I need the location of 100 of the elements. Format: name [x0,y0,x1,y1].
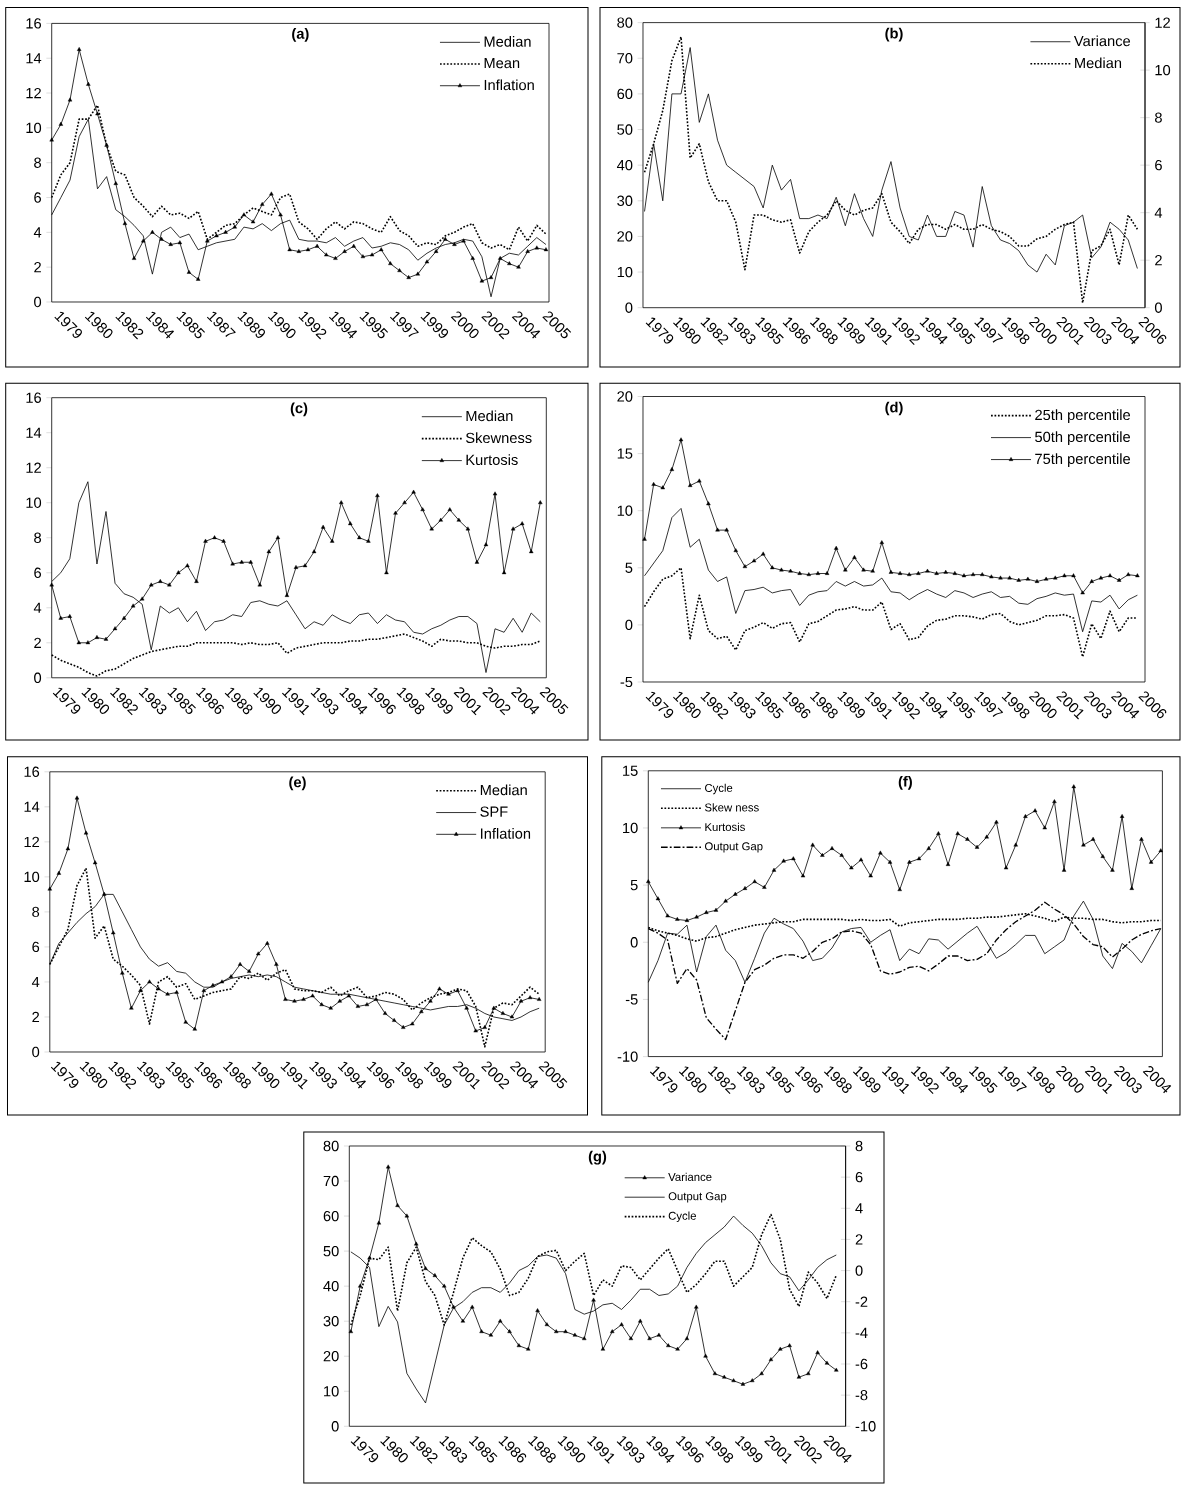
y2-tick-label: 2 [1155,255,1162,266]
legend-label: SPF [480,806,508,817]
y-tick-label: 4 [33,227,42,238]
y-tick-label: 10 [324,1386,339,1397]
y-tick-label: 20 [323,1351,339,1362]
y-tick-label: 6 [32,941,40,953]
y-tick-label: 30 [323,1316,339,1327]
y-tick-label: 80 [617,17,633,28]
y-tick-label: 10 [617,505,633,516]
chart-title: (c) [290,402,308,417]
y-tick-label: 10 [26,497,42,508]
y-tick-label: 16 [26,18,42,29]
legend-label: Skewness [465,432,532,444]
y2-tick-label: 6 [1155,159,1162,171]
y-tick-label: 8 [34,532,42,543]
y2-tick-label: -6 [855,1358,868,1370]
y-tick-label: 5 [625,562,633,573]
y-tick-label: 30 [617,195,633,206]
legend-label: Median [484,36,531,47]
y-tick-label: 5 [630,880,638,891]
y2-tick-label: -2 [855,1296,868,1307]
legend-label: Variance [1073,35,1131,47]
y-tick-label: 12 [26,87,41,99]
y-tick-label: 70 [323,1175,339,1187]
y-tick-label: 8 [32,906,40,918]
y-tick-label: 2 [32,1011,40,1023]
y-tick-label: 16 [26,392,42,403]
chart-title: (a) [292,28,309,42]
y-tick-label: 0 [331,1421,339,1432]
y2-tick-label: 0 [855,1265,863,1276]
y-tick-label: 6 [34,567,42,578]
y2-tick-label: -4 [855,1327,868,1338]
legend-label: 75th percentile [1035,453,1131,467]
legend-label: Variance [668,1172,712,1182]
y-tick-label: 2 [34,637,41,648]
y-tick-label: -10 [617,1051,638,1062]
legend-label: Output Gap [704,842,763,853]
y2-tick-label: 10 [1155,64,1171,76]
legend-label: Median [466,410,513,422]
y2-tick-label: 12 [1155,17,1170,28]
y-tick-label: 15 [617,448,633,459]
y2-tick-label: 4 [855,1203,863,1214]
y2-tick-label: 2 [855,1234,863,1245]
legend-label: Cycle [705,783,733,795]
y-tick-label: 0 [630,937,638,948]
y-tick-label: 40 [323,1280,339,1292]
y-tick-label: 20 [617,231,633,242]
y-tick-label: -5 [620,676,633,688]
y2-tick-label: -10 [855,1421,876,1432]
legend-label: Output Gap [668,1192,727,1203]
legend-label: Kurtosis [466,454,518,466]
y-tick-label: 0 [34,296,42,308]
y-tick-label: 12 [26,462,41,473]
y-tick-label: 12 [24,836,40,847]
y-tick-label: 4 [31,976,40,987]
y2-tick-label: 8 [1155,112,1162,123]
y-tick-label: 14 [26,53,42,64]
y-tick-label: 40 [616,159,633,171]
y-tick-label: 10 [26,122,42,134]
y-tick-label: 14 [24,801,40,812]
y-tick-label: 14 [26,427,42,438]
y-tick-label: 50 [617,124,633,135]
y-tick-label: 0 [34,672,42,683]
y-tick-label: 60 [617,88,633,100]
legend-label: Median [480,784,527,796]
y-tick-label: -5 [625,994,638,1005]
y-tick-label: 2 [34,262,41,273]
y-tick-label: 50 [323,1245,339,1257]
y-tick-label: 4 [33,602,42,613]
y2-tick-label: 6 [855,1171,863,1183]
legend-label: Median [1075,57,1122,69]
y-tick-label: 0 [32,1046,40,1058]
y-tick-label: 15 [623,765,638,776]
chart-title: (g) [588,1150,607,1165]
y-tick-label: 8 [34,157,42,168]
legend-label: 25th percentile [1035,409,1131,423]
y-tick-label: 70 [617,53,633,64]
y-tick-label: 16 [24,766,40,777]
y2-tick-label: 8 [855,1140,863,1152]
legend-label: Cycle [668,1211,696,1223]
chart-title: (f) [898,775,912,790]
legend-label: Inflation [481,828,531,839]
chart-title: (d) [885,401,903,416]
legend-label: 50th percentile [1035,431,1131,445]
chart-title: (b) [885,27,903,42]
y2-tick-label: 0 [1154,302,1162,313]
y-tick-label: 80 [323,1140,339,1152]
y-tick-label: 20 [617,391,633,402]
y-tick-label: 6 [34,192,42,203]
chart-title: (e) [289,776,306,791]
y-tick-label: 10 [617,266,633,278]
y2-tick-label: 4 [1154,207,1163,218]
y2-tick-label: -8 [855,1389,868,1401]
y-tick-label: 10 [24,871,40,883]
legend-label: Kurtosis [705,822,745,832]
legend-label: Skew ness [704,803,759,812]
legend-label: Inflation [484,79,534,91]
legend-label: Mean [484,57,520,69]
y-tick-label: 0 [625,619,633,631]
y-tick-label: 60 [323,1210,339,1222]
